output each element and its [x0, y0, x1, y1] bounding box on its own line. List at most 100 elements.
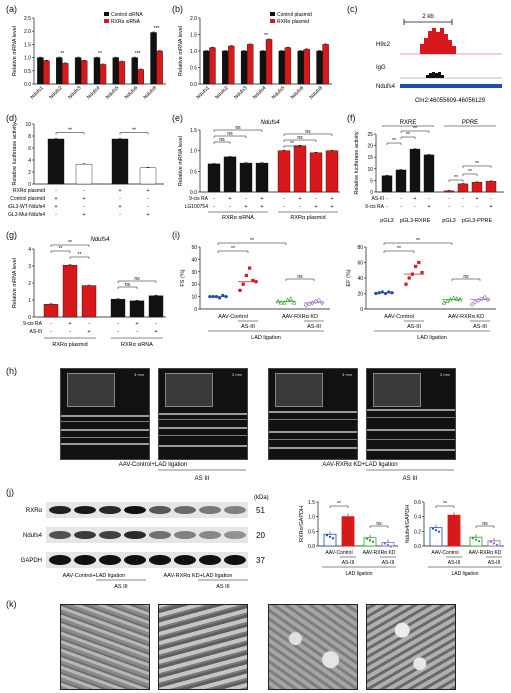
b-bar	[278, 50, 286, 85]
j1-sig: ns	[482, 521, 488, 527]
i1-point	[441, 300, 447, 305]
d-bar	[111, 138, 129, 185]
b-bar	[203, 50, 210, 85]
i1-point	[451, 295, 456, 300]
e-sig: ns	[297, 135, 303, 141]
a-xtick-label: Ndufs4	[86, 85, 102, 101]
blot-band	[174, 531, 196, 539]
b-xtick-label: Ndufs1	[195, 85, 211, 101]
echo-scale-1: 3 mm	[134, 372, 144, 377]
d-sig: **	[68, 128, 72, 134]
f-bar	[423, 154, 435, 193]
j1-point	[452, 516, 456, 519]
g-sign: -	[155, 321, 157, 327]
e-bar	[207, 163, 221, 193]
tem-image-3	[268, 604, 358, 690]
f-row-label: 9-cis RA	[365, 204, 385, 210]
d-ylabel: Relative luciferase activity	[12, 122, 18, 186]
a-ytick-label: 1.5	[24, 42, 31, 48]
echo-inset	[67, 373, 115, 407]
g-sign: -	[50, 321, 52, 327]
a-ytick-label: 1.0	[24, 56, 31, 62]
f-ytick-label: 15	[367, 155, 373, 161]
scale-label: 2 kb	[422, 14, 434, 20]
i0-point	[285, 297, 290, 303]
f-sign: +	[475, 196, 478, 202]
d-ytick-label: 0	[28, 182, 31, 188]
panel-label-c: (c)	[347, 4, 358, 14]
i1-point	[420, 270, 424, 275]
blot-label-ndufs4: Ndufs4	[23, 533, 43, 539]
chart-b-ndufs-plasmid: 0.0 0.5 1.0 1.5 2.0 Relative mRNA level Ndufs1…	[178, 12, 332, 101]
f-group-label: pGL3	[380, 218, 393, 224]
a-bar	[93, 57, 101, 85]
j1-point	[474, 538, 478, 541]
e-ylabel: Relative mRNA level	[178, 136, 184, 186]
d-sign: +	[146, 188, 149, 194]
i0-point	[319, 300, 325, 306]
i0-ytick-label: 20	[191, 282, 197, 288]
mw-gapdh: 37	[256, 556, 265, 565]
g-bar	[110, 298, 126, 318]
e-sign: -	[229, 204, 231, 210]
b-bar	[228, 45, 235, 85]
d-sign: -	[147, 196, 149, 202]
panel-label-f: (f)	[347, 113, 356, 123]
d-sign: -	[83, 204, 85, 210]
f-ytick-label: 5	[370, 178, 373, 184]
i1-point	[479, 296, 484, 302]
h9c2-peak	[420, 28, 456, 54]
j0-point	[328, 535, 332, 538]
a-bar	[156, 50, 163, 85]
i1-treat-label: AS-III	[473, 324, 487, 330]
i0-point	[251, 278, 255, 283]
d-row-label: Control plasmid	[10, 196, 45, 202]
i0-treat-label: AS-III	[307, 324, 321, 330]
blot-band	[99, 506, 121, 514]
d-sign: -	[119, 212, 121, 218]
d-ytick-label: 2	[28, 170, 31, 176]
i1-bracket	[451, 278, 481, 281]
i1-ytick-label: 60	[357, 261, 363, 267]
e-row-label: LG100754	[185, 204, 209, 210]
blot-band	[74, 531, 96, 539]
echo-image-1: 3 mm	[60, 368, 150, 460]
j1-ytick-label: 0.0	[414, 544, 421, 550]
g-sign: -	[69, 329, 71, 335]
b-bar	[246, 44, 254, 85]
i0-group-label: AAV-Control	[218, 314, 248, 320]
kda-label: (kDa)	[254, 495, 269, 501]
a-bar	[74, 57, 82, 85]
f-bar	[443, 190, 455, 193]
b-bar	[222, 50, 229, 85]
f-sign: -	[490, 196, 492, 202]
f-bracket	[462, 173, 478, 176]
d-sign: +	[118, 204, 121, 210]
echo-scale-4: 3 mm	[440, 372, 450, 377]
e-ytick-label: 0.0	[190, 190, 197, 196]
e-sign: +	[314, 204, 317, 210]
chart-f-luciferase: 0 5 10 15 20 25 Relative luciferase activity RX…	[354, 120, 504, 224]
f-sign: -	[400, 196, 402, 202]
b-xtick-label: Ndufs2	[214, 85, 230, 101]
blot-band	[74, 555, 96, 565]
i0-ytick-label: 40	[191, 257, 197, 263]
d-bracket	[55, 132, 85, 135]
i1-point	[444, 298, 450, 303]
g-sign: -	[136, 329, 138, 335]
e-sign: +	[260, 204, 263, 210]
e-ytick-label: 1.5	[190, 128, 197, 134]
g-group-label: RXRα plasmid	[52, 342, 87, 348]
i0-sig: ns	[297, 274, 303, 280]
b-xtick-label: Ndufs5	[271, 85, 287, 101]
j1-treat-label: AS-III	[488, 560, 501, 566]
blot-band	[124, 555, 146, 565]
f-sig: **	[468, 169, 472, 175]
b-ytick-label: 0.5	[190, 66, 197, 72]
j0-point	[368, 539, 372, 542]
e-bracket	[283, 145, 301, 148]
i0-point	[316, 297, 322, 303]
j1-bar	[469, 536, 483, 547]
e-sig: ns	[305, 129, 311, 135]
